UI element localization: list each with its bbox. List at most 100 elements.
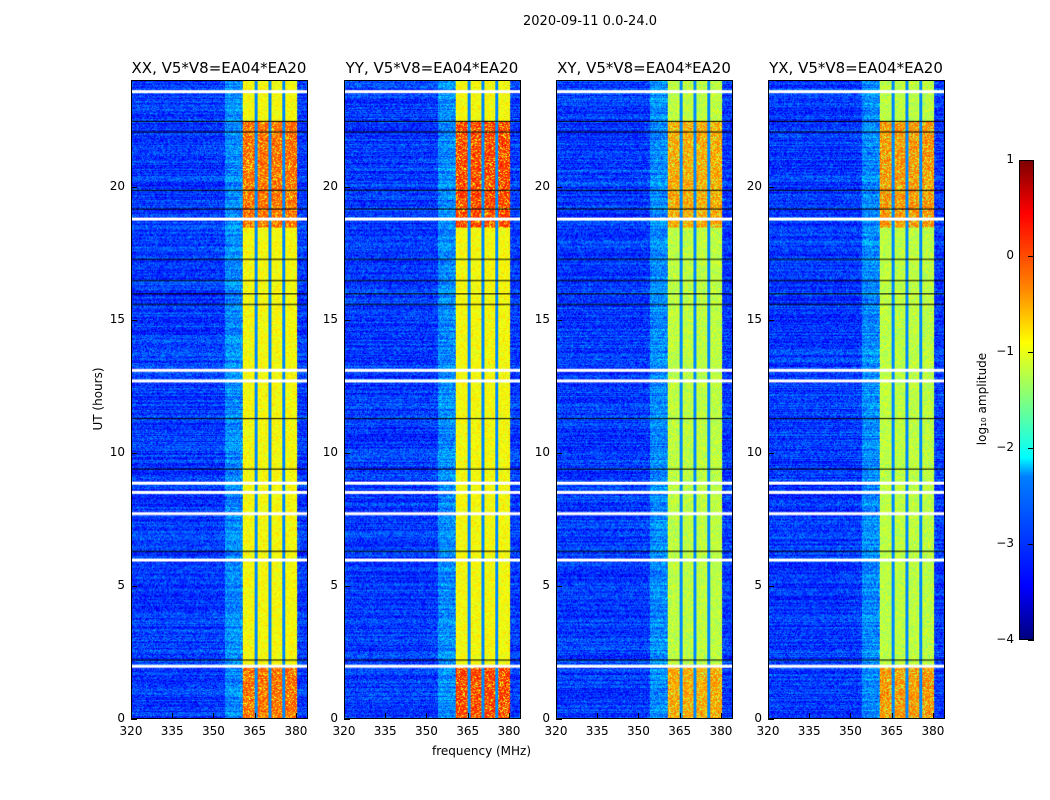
y-tick-mark xyxy=(556,719,562,720)
x-tick-label: 350 xyxy=(415,724,438,738)
y-tick-label: 5 xyxy=(330,577,338,592)
y-tick-mark xyxy=(768,186,774,188)
x-tick-mark xyxy=(679,713,681,719)
x-tick-label: 320 xyxy=(332,724,356,738)
x-tick-mark xyxy=(932,713,934,719)
x-tick-label: 380 xyxy=(921,724,945,738)
y-tick-label: 5 xyxy=(117,577,125,592)
y-tick-label: 5 xyxy=(542,577,550,592)
x-tick-label: 380 xyxy=(497,724,521,738)
y-tick-label: 20 xyxy=(746,178,762,193)
panel-title: YY, V5*V8=EA04*EA20 xyxy=(345,59,519,77)
y-tick-label: 15 xyxy=(109,311,125,326)
x-tick-label: 335 xyxy=(373,724,397,738)
x-tick-mark xyxy=(385,713,387,719)
x-tick-label: 350 xyxy=(627,724,650,738)
y-tick-label: 15 xyxy=(322,311,338,326)
x-tick-mark xyxy=(254,713,256,719)
y-tick-mark xyxy=(344,719,350,720)
colorbar-tick-label: 1 xyxy=(1006,152,1014,166)
x-tick-mark xyxy=(508,713,510,719)
x-tick-mark xyxy=(720,713,722,719)
x-tick-mark xyxy=(467,713,469,719)
colorbar-tick-label: −3 xyxy=(996,536,1014,550)
heatmap-canvas xyxy=(557,81,732,718)
colorbar-tick-label: 0 xyxy=(1006,248,1014,262)
colorbar-tick-mark xyxy=(1028,448,1034,449)
colorbar-tick-label: −1 xyxy=(996,344,1014,358)
x-tick-label: 350 xyxy=(839,724,862,738)
colorbar-tick-mark xyxy=(1028,352,1034,353)
x-tick-mark xyxy=(850,713,852,719)
x-tick-mark xyxy=(295,713,297,719)
colorbar-tick-mark xyxy=(1028,544,1034,545)
x-tick-label: 335 xyxy=(160,724,184,738)
y-tick-label: 0 xyxy=(117,711,125,725)
panel-title: XY, V5*V8=EA04*EA20 xyxy=(557,59,731,77)
colorbar-tick-mark xyxy=(1028,256,1034,257)
x-tick-label: 320 xyxy=(544,724,568,738)
heatmap-canvas xyxy=(132,81,307,718)
y-tick-label: 10 xyxy=(534,444,550,459)
x-tick-mark xyxy=(768,713,769,719)
colorbar-tick-label: −4 xyxy=(996,632,1014,646)
x-tick-mark xyxy=(597,713,599,719)
x-axis-label: frequency (MHz) xyxy=(432,744,532,758)
x-tick-mark xyxy=(426,713,428,719)
x-tick-label: 320 xyxy=(756,724,780,738)
y-tick-mark xyxy=(131,585,137,587)
y-tick-label: 15 xyxy=(534,311,550,326)
x-tick-label: 365 xyxy=(668,724,692,738)
y-tick-mark xyxy=(131,452,137,454)
x-tick-label: 380 xyxy=(709,724,733,738)
y-tick-label: 10 xyxy=(109,444,125,459)
x-tick-mark xyxy=(344,713,345,719)
x-tick-label: 350 xyxy=(202,724,225,738)
panel-title: XX, V5*V8=EA04*EA20 xyxy=(131,59,307,77)
x-tick-label: 365 xyxy=(880,724,904,738)
y-tick-mark xyxy=(768,452,774,454)
y-tick-mark xyxy=(556,319,562,321)
colorbar-tick-mark xyxy=(1028,160,1034,161)
x-tick-mark xyxy=(213,713,215,719)
x-tick-mark xyxy=(172,713,174,719)
y-tick-mark xyxy=(344,452,350,454)
y-tick-label: 5 xyxy=(754,577,762,592)
heatmap-canvas xyxy=(769,81,944,718)
y-tick-mark xyxy=(344,319,350,321)
x-tick-label: 320 xyxy=(119,724,143,738)
y-tick-label: 10 xyxy=(746,444,762,459)
y-tick-mark xyxy=(768,319,774,321)
x-tick-label: 335 xyxy=(797,724,821,738)
y-tick-label: 0 xyxy=(542,711,550,725)
y-tick-mark xyxy=(131,719,137,720)
y-tick-mark xyxy=(556,585,562,587)
y-tick-mark xyxy=(768,585,774,587)
heatmap-canvas xyxy=(345,81,520,718)
x-tick-label: 365 xyxy=(243,724,267,738)
x-tick-label: 335 xyxy=(585,724,609,738)
colorbar-tick-label: −2 xyxy=(996,440,1014,454)
y-tick-mark xyxy=(768,719,774,720)
x-tick-label: 380 xyxy=(284,724,308,738)
y-tick-label: 20 xyxy=(109,178,125,193)
y-tick-mark xyxy=(131,186,137,188)
y-tick-mark xyxy=(556,452,562,454)
x-tick-mark xyxy=(556,713,557,719)
heatmap-panel xyxy=(768,80,945,719)
colorbar-label: log₁₀ amplitude xyxy=(975,352,989,446)
colorbar xyxy=(1019,160,1034,640)
y-tick-label: 0 xyxy=(754,711,762,725)
heatmap-panel xyxy=(344,80,521,719)
y-tick-label: 20 xyxy=(322,178,338,193)
y-tick-label: 10 xyxy=(322,444,338,459)
figure-title: 2020-09-11 0.0-24.0 xyxy=(523,14,657,29)
y-tick-mark xyxy=(344,186,350,188)
y-tick-mark xyxy=(131,319,137,321)
x-tick-mark xyxy=(131,713,132,719)
x-tick-mark xyxy=(638,713,640,719)
x-tick-mark xyxy=(891,713,893,719)
x-tick-mark xyxy=(809,713,811,719)
y-tick-mark xyxy=(344,585,350,587)
